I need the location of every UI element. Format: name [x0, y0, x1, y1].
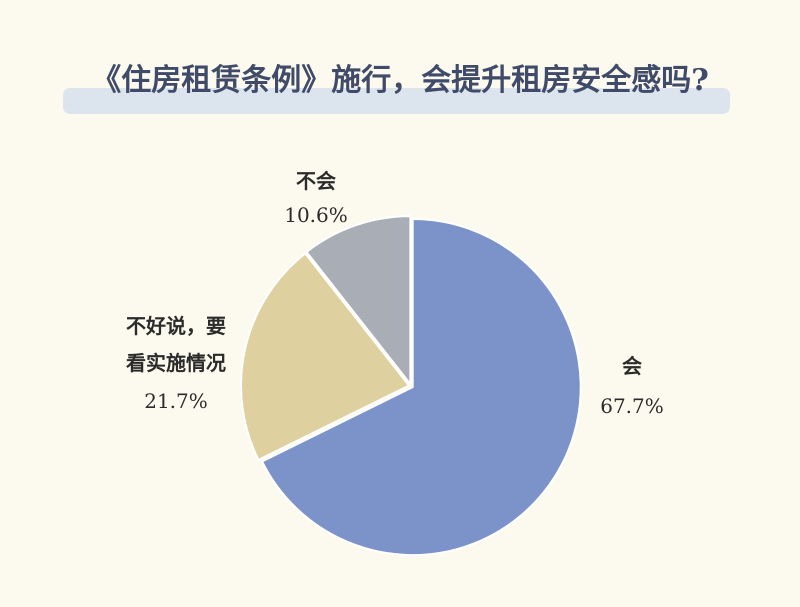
- slice-value-label-2: 10.6%: [284, 203, 348, 227]
- slice-label-0-line-0: 会: [622, 354, 642, 378]
- slice-label-2-line-0: 不会: [296, 169, 336, 193]
- slice-value-label-0: 67.7%: [600, 394, 664, 418]
- pie-slices: [240, 215, 582, 556]
- chart-title: 《住房租赁条例》施行，会提升租房安全感吗?: [91, 63, 709, 98]
- slice-label-1-line-0: 不好说，要: [126, 314, 226, 338]
- title-highlight-bar: [63, 88, 730, 114]
- slice-label-1-line-1: 看实施情况: [126, 351, 226, 375]
- pie-slice-1: [240, 252, 411, 461]
- pie-slice-0: [261, 218, 582, 556]
- pie-slice-2: [305, 215, 412, 386]
- slice-value-label-1: 21.7%: [144, 389, 208, 413]
